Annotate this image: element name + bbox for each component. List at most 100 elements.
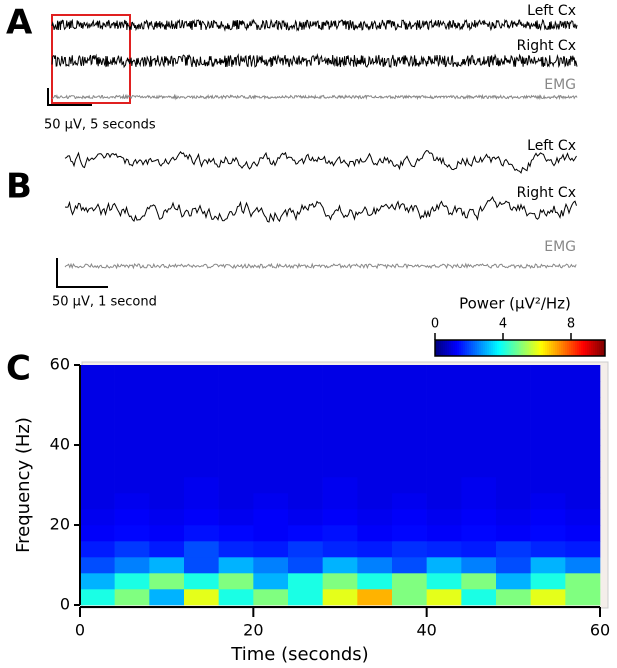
heatmap-cell (357, 429, 393, 446)
heatmap-cell (496, 573, 531, 590)
heatmap-cell (461, 477, 497, 494)
colorbar-swatch (487, 340, 490, 356)
signal-trace (64, 262, 577, 270)
heatmap-cell (322, 365, 358, 382)
colorbar-swatch (441, 340, 444, 356)
heatmap-cell (184, 541, 219, 558)
heatmap-cell (288, 365, 323, 382)
heatmap-cell (218, 493, 254, 510)
heatmap-cell (565, 557, 601, 574)
colorbar-swatch (455, 340, 458, 356)
heatmap-cell (114, 589, 150, 606)
colorbar-swatch (507, 340, 510, 356)
heatmap-cell (218, 381, 254, 398)
colorbar-swatch (463, 340, 466, 356)
heatmap-cell (426, 365, 462, 382)
heatmap-cell (80, 413, 115, 430)
heatmap-cell (496, 589, 531, 606)
heatmap-cell (114, 541, 150, 558)
heatmap-cell (80, 509, 115, 526)
colorbar-swatch (545, 340, 548, 356)
heatmap-cell (114, 429, 150, 446)
heatmap-cell (496, 493, 531, 510)
heatmap-cell (530, 413, 566, 430)
heatmap-cell (288, 557, 323, 574)
heatmap-cell (357, 461, 393, 478)
heatmap-cell (149, 397, 185, 414)
heatmap-cell (114, 509, 150, 526)
colorbar-swatch (473, 340, 476, 356)
heatmap-cell (496, 541, 531, 558)
colorbar-swatch (587, 340, 590, 356)
heatmap-cell (114, 381, 150, 398)
heatmap-cell (322, 589, 358, 606)
heatmap-cell (184, 461, 219, 478)
colorbar-swatch (485, 340, 488, 356)
heatmap-cell (461, 573, 497, 590)
heatmap-cell (114, 477, 150, 494)
colorbar-swatch (553, 340, 556, 356)
heatmap-cell (253, 525, 289, 542)
colorbar-swatch (539, 340, 542, 356)
colorbar-swatch (523, 340, 526, 356)
colorbar-swatch (435, 340, 438, 356)
heatmap-cell (149, 493, 185, 510)
x-tick-label: 60 (590, 621, 610, 640)
heatmap-cell (461, 429, 497, 446)
trace-label: Left Cx (527, 138, 576, 154)
heatmap-cell (114, 461, 150, 478)
heatmap-cell (426, 493, 462, 510)
heatmap-cell (218, 589, 254, 606)
colorbar-tick-label: 8 (567, 317, 575, 332)
heatmap-cell (288, 573, 323, 590)
heatmap-cell (218, 557, 254, 574)
colorbar-swatch (521, 340, 524, 356)
colorbar-swatch (557, 340, 560, 356)
colorbar-swatch (497, 340, 500, 356)
colorbar-swatch (549, 340, 552, 356)
heatmap-cell (496, 509, 531, 526)
y-tick-label: 20 (50, 515, 70, 534)
colorbar-swatch (437, 340, 440, 356)
heatmap-cell (218, 429, 254, 446)
heatmap-cell (253, 509, 289, 526)
heatmap-cell (530, 557, 566, 574)
heatmap-cell (461, 525, 497, 542)
heatmap-cell (461, 413, 497, 430)
colorbar-swatch (583, 340, 586, 356)
heatmap-cell (565, 493, 601, 510)
heatmap-cell (357, 397, 393, 414)
heatmap-cell (496, 397, 531, 414)
heatmap-cell (461, 365, 497, 382)
colorbar-swatch (599, 340, 602, 356)
colorbar-swatch (481, 340, 484, 356)
heatmap-cell (253, 477, 289, 494)
heatmap-cell (114, 525, 150, 542)
heatmap-cell (565, 381, 601, 398)
x-tick-label: 20 (243, 621, 263, 640)
heatmap-cell (149, 445, 185, 462)
panel-label: B (6, 167, 32, 207)
colorbar-swatch (543, 340, 546, 356)
y-axis-label: Frequency (Hz) (13, 417, 34, 553)
colorbar-swatch (567, 340, 570, 356)
heatmap-cell (149, 461, 185, 478)
heatmap-cell (253, 397, 289, 414)
panel-label: A (6, 3, 33, 43)
colorbar-swatch (515, 340, 518, 356)
heatmap-cell (426, 413, 462, 430)
colorbar-swatch (581, 340, 584, 356)
heatmap-cell (288, 413, 323, 430)
heatmap-cell (392, 365, 427, 382)
colorbar-swatch (531, 340, 534, 356)
heatmap-cell (218, 445, 254, 462)
heatmap-cell (288, 445, 323, 462)
heatmap-cell (530, 589, 566, 606)
heatmap-cell (392, 429, 427, 446)
colorbar-swatch (547, 340, 550, 356)
heatmap-cell (426, 429, 462, 446)
heatmap-cell (80, 381, 115, 398)
heatmap-cell (253, 573, 289, 590)
heatmap-cell (426, 461, 462, 478)
heatmap-cell (322, 493, 358, 510)
